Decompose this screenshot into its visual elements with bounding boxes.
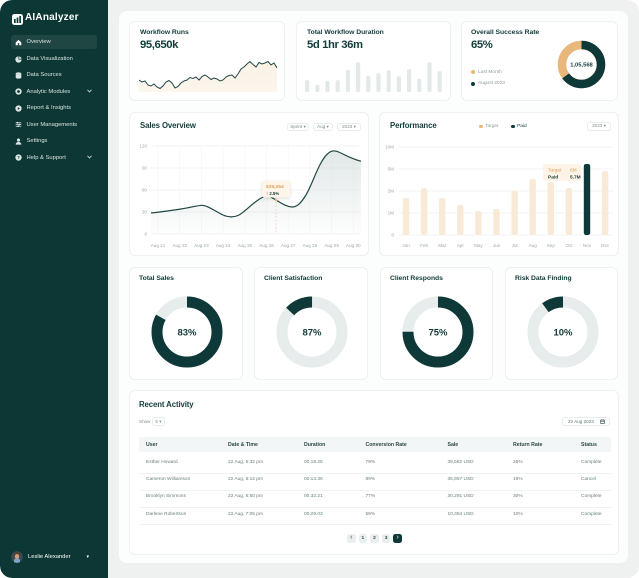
svg-text:5.7M: 5.7M [570, 175, 581, 181]
svg-text:Aug: Aug [529, 243, 538, 248]
svg-text:Jan: Jan [402, 243, 410, 248]
svg-text:Target: Target [548, 168, 562, 174]
svg-text:Jun: Jun [493, 243, 501, 248]
svg-text:60: 60 [142, 188, 148, 193]
svg-text:1M: 1M [388, 211, 395, 216]
svg-text:Aug 24: Aug 24 [216, 243, 231, 248]
svg-text:83%: 83% [177, 328, 197, 339]
svg-text:30: 30 [142, 210, 148, 215]
svg-text:6M: 6M [570, 168, 577, 174]
svg-text:5M: 5M [388, 167, 395, 172]
svg-text:Aug 27: Aug 27 [281, 243, 296, 248]
svg-text:2M: 2M [388, 189, 395, 194]
svg-text:0: 0 [391, 233, 394, 238]
svg-text:Sep: Sep [547, 243, 556, 248]
svg-text:Jul: Jul [512, 243, 518, 248]
svg-text:↑ 2.5%: ↑ 2.5% [266, 191, 279, 196]
svg-text:Aug 23: Aug 23 [194, 243, 209, 248]
svg-text:10M: 10M [385, 145, 394, 150]
svg-text:Aug 29: Aug 29 [324, 243, 339, 248]
svg-text:Aug 28: Aug 28 [303, 243, 318, 248]
svg-text:Aug 21: Aug 21 [151, 243, 166, 248]
svg-text:Oct: Oct [565, 243, 573, 248]
svg-text:Aug 22: Aug 22 [172, 243, 187, 248]
svg-text:May: May [474, 243, 483, 248]
svg-text:Paid: Paid [548, 175, 558, 181]
svg-text:120: 120 [139, 144, 147, 149]
svg-text:Apr: Apr [457, 243, 465, 248]
svg-text:Feb: Feb [420, 243, 428, 248]
svg-text:Aug 30: Aug 30 [346, 243, 361, 248]
svg-text:90: 90 [142, 166, 148, 171]
svg-text:?: ? [17, 155, 20, 160]
svg-text:Dec: Dec [601, 243, 610, 248]
svg-text:$25,254: $25,254 [266, 184, 284, 190]
svg-text:75%: 75% [428, 328, 448, 339]
svg-text:Nov: Nov [583, 243, 592, 248]
svg-text:Mar: Mar [438, 243, 446, 248]
svg-text:0: 0 [144, 232, 147, 237]
svg-text:Aug 26: Aug 26 [259, 243, 274, 248]
svg-text:1,05,568: 1,05,568 [570, 63, 593, 69]
svg-text:Aug 25: Aug 25 [238, 243, 253, 248]
svg-text:87%: 87% [302, 328, 322, 339]
svg-text:10%: 10% [553, 328, 573, 339]
